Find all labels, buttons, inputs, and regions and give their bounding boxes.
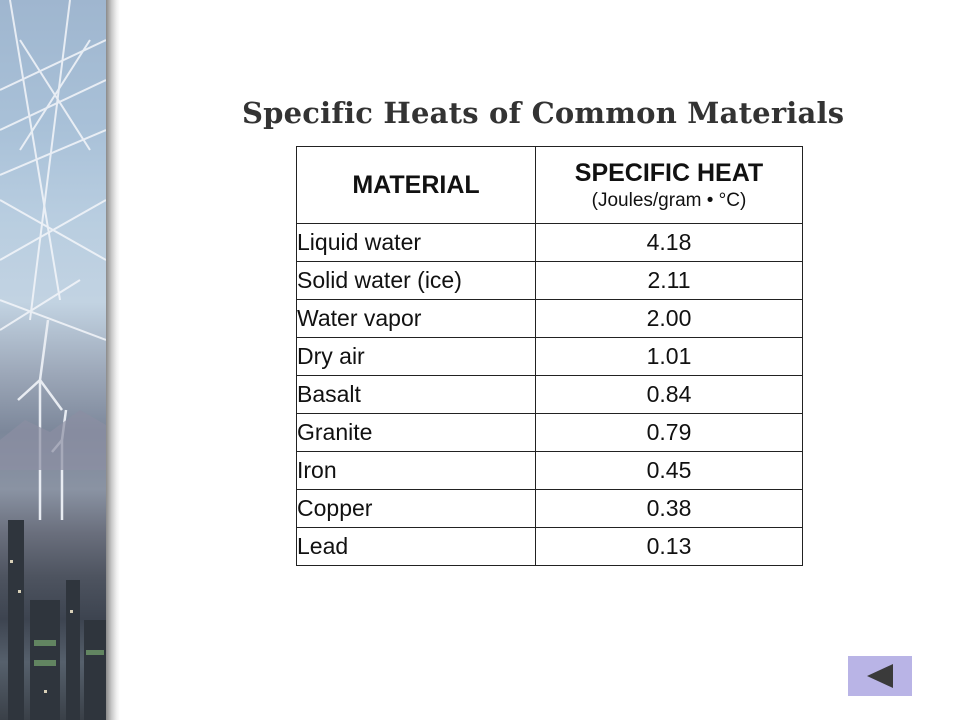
side-decorative-image xyxy=(0,0,106,720)
value-cell: 0.45 xyxy=(535,451,803,490)
table-row: Lead 0.13 xyxy=(296,527,803,566)
value-cell: 0.13 xyxy=(535,527,803,566)
material-cell: Solid water (ice) xyxy=(296,261,536,300)
table-row: Liquid water 4.18 xyxy=(296,223,803,262)
header-heat-label: SPECIFIC HEAT xyxy=(574,158,764,187)
table-row: Solid water (ice) 2.11 xyxy=(296,261,803,300)
material-cell: Water vapor xyxy=(296,299,536,338)
table-row: Water vapor 2.00 xyxy=(296,299,803,338)
left-triangle-icon xyxy=(867,664,893,688)
slide-title: Specific Heats of Common Materials xyxy=(242,96,845,130)
value-cell: 0.84 xyxy=(535,375,803,414)
table-header-row: MATERIAL SPECIFIC HEAT (Joules/gram • °C… xyxy=(296,146,803,224)
material-cell: Liquid water xyxy=(296,223,536,262)
value-cell: 0.38 xyxy=(535,489,803,528)
header-material: MATERIAL xyxy=(296,146,536,224)
strip-shadow xyxy=(106,0,120,720)
header-material-label: MATERIAL xyxy=(352,170,480,199)
table-row: Dry air 1.01 xyxy=(296,337,803,376)
material-cell: Dry air xyxy=(296,337,536,376)
table-row: Granite 0.79 xyxy=(296,413,803,452)
header-heat-units: (Joules/gram • °C) xyxy=(591,189,747,211)
value-cell: 4.18 xyxy=(535,223,803,262)
value-cell: 2.00 xyxy=(535,299,803,338)
back-button[interactable] xyxy=(848,656,912,696)
material-cell: Iron xyxy=(296,451,536,490)
material-cell: Basalt xyxy=(296,375,536,414)
material-cell: Copper xyxy=(296,489,536,528)
table-row: Copper 0.38 xyxy=(296,489,803,528)
specific-heat-table: MATERIAL SPECIFIC HEAT (Joules/gram • °C… xyxy=(296,146,803,566)
header-specific-heat: SPECIFIC HEAT (Joules/gram • °C) xyxy=(535,146,803,224)
value-cell: 1.01 xyxy=(535,337,803,376)
table-row: Basalt 0.84 xyxy=(296,375,803,414)
power-towers-illustration xyxy=(0,0,106,720)
material-cell: Lead xyxy=(296,527,536,566)
value-cell: 0.79 xyxy=(535,413,803,452)
table-row: Iron 0.45 xyxy=(296,451,803,490)
material-cell: Granite xyxy=(296,413,536,452)
value-cell: 2.11 xyxy=(535,261,803,300)
